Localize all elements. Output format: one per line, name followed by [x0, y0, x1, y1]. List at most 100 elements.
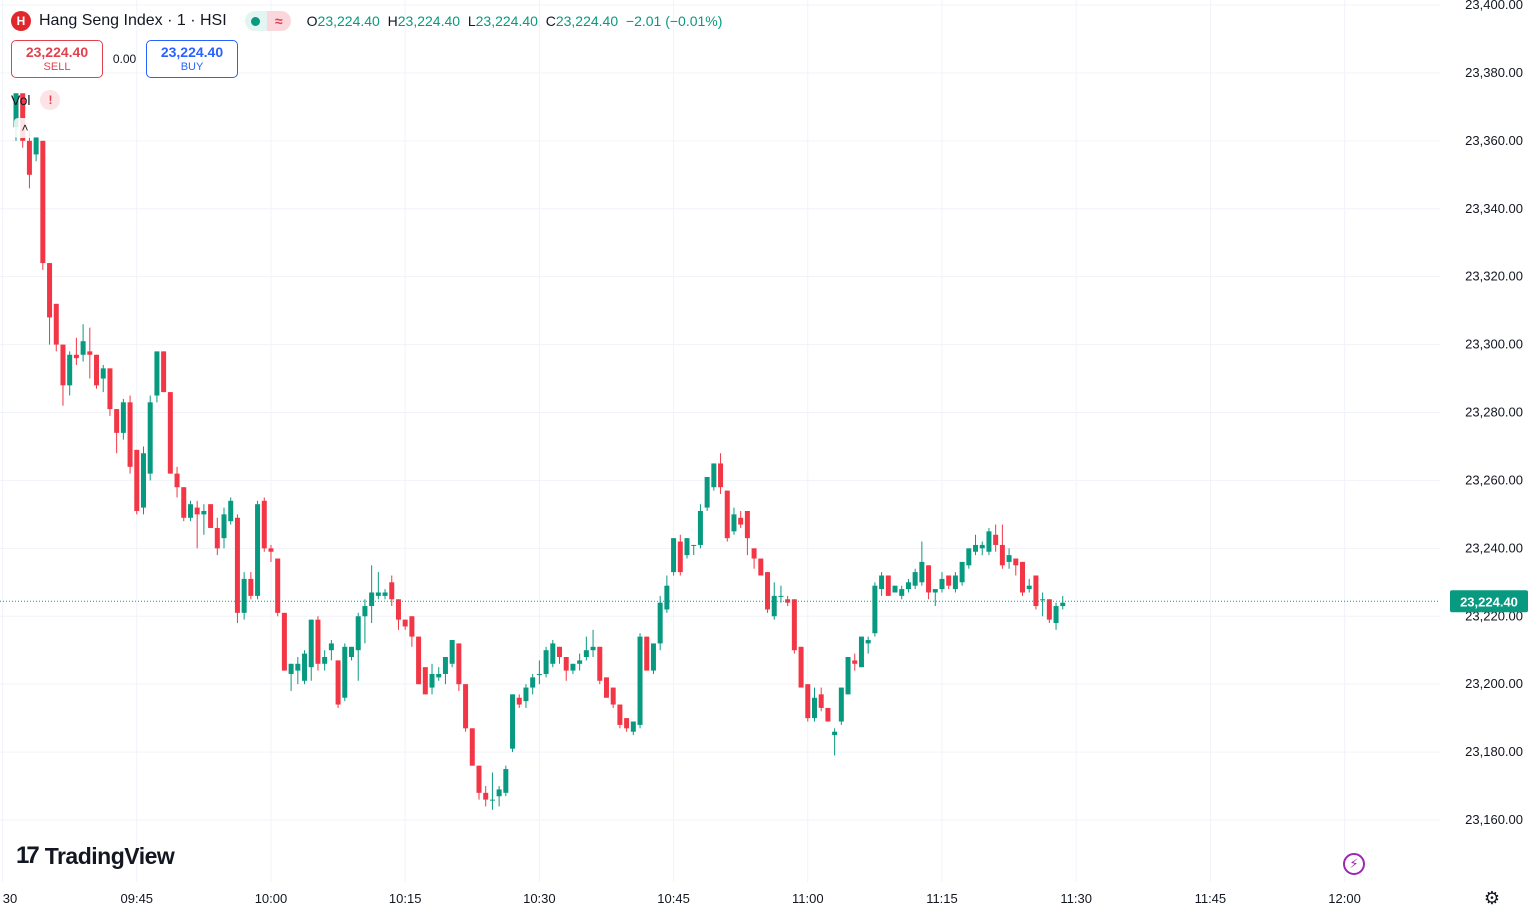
candle	[100, 364, 106, 393]
candle-body	[603, 677, 609, 698]
candle	[677, 534, 683, 576]
candle-body	[624, 718, 630, 729]
candle	[248, 572, 254, 600]
market-status[interactable]: ≈	[244, 11, 291, 31]
candle-body	[738, 517, 744, 525]
candle-body	[879, 575, 885, 590]
candle	[832, 728, 838, 756]
candle-body	[771, 595, 777, 617]
collapse-legend-button[interactable]: ˄	[14, 118, 36, 138]
candle-body	[33, 137, 39, 155]
candle-body	[1006, 555, 1012, 562]
candle-body	[818, 694, 824, 708]
candle	[302, 650, 308, 685]
candle-body	[261, 500, 267, 549]
candle-body	[677, 541, 683, 573]
buy-button[interactable]: 23,224.40 BUY	[146, 40, 238, 78]
candle-body	[563, 657, 569, 671]
time-tick-label: 11:00	[792, 891, 824, 906]
high-value: 23,224.40	[397, 13, 461, 29]
price-tick-label: 23,260.00	[1465, 472, 1523, 487]
candle	[295, 657, 301, 685]
gear-icon[interactable]: ⚙︎	[1483, 887, 1501, 908]
candle	[120, 398, 126, 440]
candle-body	[1013, 558, 1019, 566]
candle	[979, 541, 985, 556]
candle	[26, 130, 32, 189]
candle-body	[523, 687, 529, 702]
last-price-tag	[1450, 590, 1528, 613]
candle-body	[1020, 561, 1025, 593]
price-axis[interactable]: 23,160.0023,180.0023,200.0023,220.0023,2…	[1450, 0, 1528, 827]
warning-icon[interactable]: !	[40, 90, 61, 110]
candle-body	[194, 507, 200, 515]
candle-body	[858, 636, 864, 668]
candle-body	[483, 792, 489, 800]
candle-body	[308, 619, 314, 668]
candle	[335, 660, 341, 708]
candle	[47, 263, 53, 345]
candle-body	[20, 93, 26, 141]
candle-body	[315, 619, 321, 664]
candle	[476, 765, 482, 800]
time-axis[interactable]: 30 09:45 10:00 10:15 10:30 10:45 11:00 11:15 11:…	[3, 891, 1361, 906]
candle	[167, 392, 173, 474]
candle-body	[811, 697, 817, 719]
candle-body	[711, 463, 717, 488]
candle-body	[422, 667, 428, 695]
candle	[724, 490, 730, 542]
time-tick-label: 09:45	[121, 891, 154, 906]
candle	[650, 643, 656, 674]
candle-body	[489, 799, 495, 801]
lightning-icon[interactable]: ⚡︎	[1343, 853, 1365, 875]
candle-body	[536, 673, 542, 675]
candle	[389, 575, 395, 607]
buy-label: BUY	[180, 61, 204, 73]
candle	[342, 643, 348, 702]
candle	[738, 510, 744, 528]
candle-body	[275, 558, 281, 613]
candle	[536, 660, 542, 685]
candle	[483, 786, 489, 807]
candle-body	[255, 504, 261, 596]
candle-body	[959, 561, 965, 583]
candle-body	[671, 538, 677, 573]
candle-body	[120, 402, 126, 433]
candle-body	[349, 646, 354, 657]
candle-body	[288, 663, 294, 674]
sell-button[interactable]: 23,224.40 SELL	[11, 40, 103, 78]
candle	[557, 646, 563, 664]
candle-body	[798, 646, 804, 688]
candle	[1006, 548, 1012, 569]
candle-body	[463, 684, 469, 729]
candle	[375, 572, 381, 600]
candle	[630, 721, 636, 736]
candle	[67, 351, 73, 396]
candle-body	[825, 707, 831, 722]
candle	[1053, 602, 1059, 630]
candle	[416, 636, 422, 685]
candle	[603, 677, 609, 698]
candle	[402, 619, 408, 630]
candle-body	[328, 643, 334, 651]
candle	[946, 575, 952, 590]
candle	[657, 595, 663, 651]
volume-indicator-legend[interactable]: Vol !	[11, 90, 61, 110]
buy-price: 23,224.40	[160, 44, 224, 60]
candle	[503, 765, 509, 797]
ohlc-values: O23,224.40 H23,224.40 L23,224.40 C23,224…	[306, 13, 723, 29]
candle	[718, 453, 724, 494]
candle-body	[570, 663, 576, 671]
candle	[697, 504, 703, 549]
tradingview-logo[interactable]: 17 TradingView	[16, 842, 175, 870]
chart-header: H Hang Seng Index · 1 · HSI ≈ O23,224.40…	[11, 8, 722, 34]
candle-body	[187, 504, 193, 518]
candle	[926, 565, 932, 600]
candle-body	[402, 619, 408, 627]
symbol-title[interactable]: Hang Seng Index · 1 · HSI	[39, 12, 227, 29]
candle	[469, 728, 475, 766]
candle-body	[87, 351, 93, 355]
candle	[912, 568, 918, 590]
candle-body	[778, 595, 784, 597]
